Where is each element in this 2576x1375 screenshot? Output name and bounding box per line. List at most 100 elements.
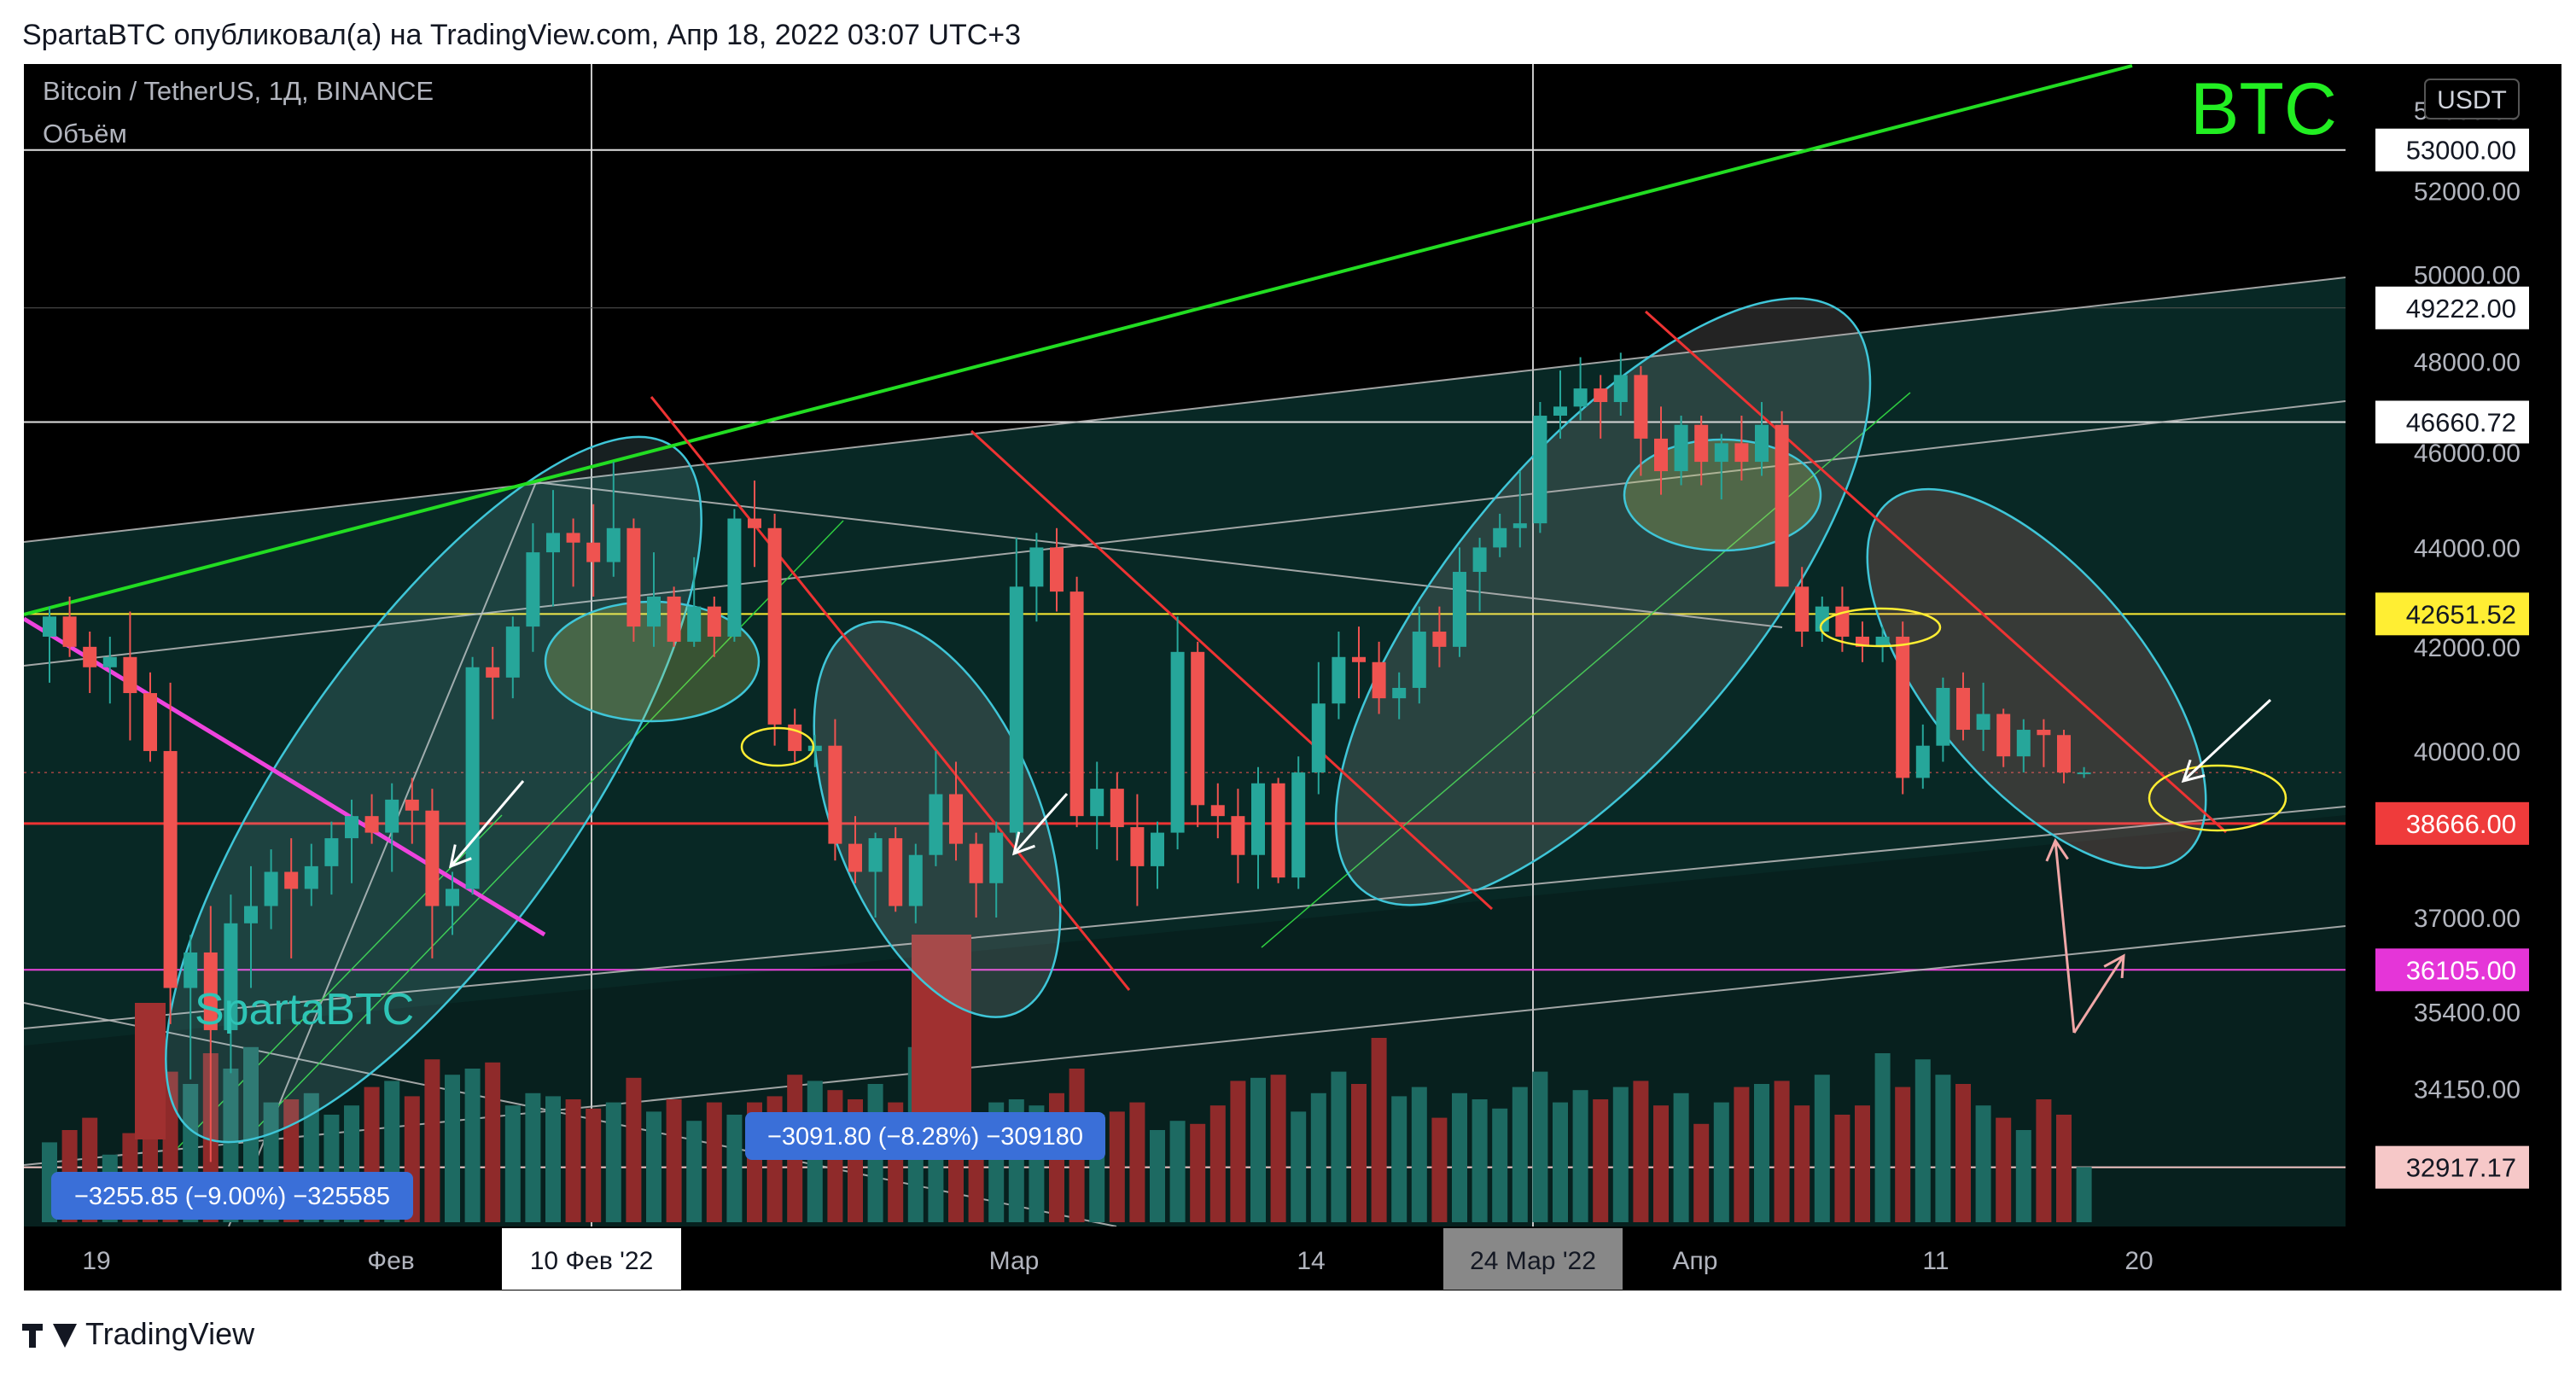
candle-body bbox=[1372, 661, 1386, 699]
tradingview-brand: TradingView bbox=[85, 1316, 255, 1351]
volume-highlight-bar bbox=[135, 1003, 166, 1139]
price-label-box bbox=[2375, 1145, 2529, 1189]
candle-body bbox=[405, 799, 419, 811]
candle-body bbox=[1352, 656, 1366, 662]
price-label-36105.00: 36105.00 bbox=[2406, 955, 2516, 985]
pink-arrow-up-2-head bbox=[2103, 953, 2125, 979]
volume-bar bbox=[1532, 1071, 1548, 1222]
volume-bar bbox=[1190, 1123, 1206, 1222]
channel-inner-fill bbox=[24, 277, 2346, 1046]
candle-body bbox=[1332, 656, 1346, 704]
red-trendline-2 bbox=[970, 429, 1494, 911]
volume-bar bbox=[706, 1102, 722, 1222]
volume-bar bbox=[1431, 1117, 1448, 1222]
white-arrow-2-head bbox=[1011, 831, 1035, 856]
candle-body bbox=[807, 745, 822, 751]
price-tick-label: 44000.00 bbox=[2414, 534, 2521, 562]
volume-bar bbox=[1553, 1102, 1568, 1222]
candle-body bbox=[1815, 606, 1829, 632]
candle-body bbox=[1210, 805, 1225, 817]
volume-bar bbox=[1673, 1092, 1689, 1222]
candle-body bbox=[989, 832, 1004, 883]
volume-bar bbox=[1996, 1117, 2012, 1222]
candle-body bbox=[163, 750, 178, 988]
volume-bar bbox=[1492, 1108, 1508, 1222]
volume-bar bbox=[1874, 1053, 1891, 1222]
red-trendline-1 bbox=[650, 396, 1131, 991]
spartabtc-signature: SpartaBTC bbox=[195, 985, 414, 1034]
white-arrow-3-head bbox=[2181, 759, 2206, 784]
price-label-53000.00: 53000.00 bbox=[2406, 136, 2516, 166]
candle-body bbox=[1594, 388, 1608, 403]
candle-body bbox=[868, 838, 883, 872]
candle-body bbox=[1613, 375, 1628, 403]
candle-body bbox=[1976, 714, 1990, 731]
volume-bar bbox=[1169, 1121, 1186, 1222]
candle-body bbox=[546, 533, 560, 553]
candle-body bbox=[1714, 443, 1728, 463]
chart-panel[interactable]: BTC SpartaBTC Bitcoin / TetherUS, 1Д, BINA… bbox=[24, 64, 2561, 1291]
candle-body bbox=[62, 616, 77, 647]
price-tick-label: 52000.00 bbox=[2414, 178, 2521, 206]
price-label-box bbox=[2375, 128, 2529, 172]
time-tick-label: Фев bbox=[367, 1247, 414, 1275]
candle-body bbox=[848, 843, 862, 872]
yellow-highlight-ellipse-1 bbox=[740, 726, 815, 767]
candle-body bbox=[908, 854, 923, 906]
green-trendline bbox=[24, 64, 2133, 616]
price-tick-label: 34150.00 bbox=[2414, 1076, 2521, 1104]
candle-body bbox=[1956, 687, 1970, 731]
candle-body bbox=[586, 542, 601, 562]
candle-body bbox=[425, 810, 440, 906]
volume-bar bbox=[1734, 1087, 1750, 1222]
volume-bar bbox=[1855, 1105, 1870, 1222]
volume-bar bbox=[1129, 1102, 1145, 1222]
thin-green-line-2 bbox=[1261, 392, 1911, 948]
candle-body bbox=[203, 952, 218, 1030]
candle-body bbox=[1493, 527, 1507, 548]
volume-bar bbox=[545, 1096, 561, 1222]
price-label-box bbox=[2375, 400, 2529, 444]
candle-body bbox=[385, 799, 399, 833]
price-tick-label: 48000.00 bbox=[2414, 349, 2521, 377]
volume-bar bbox=[626, 1077, 642, 1222]
volume-bar bbox=[1572, 1090, 1588, 1222]
volume-bar bbox=[1310, 1092, 1326, 1222]
candle-body bbox=[767, 527, 782, 725]
red-trendline-3 bbox=[1644, 310, 2228, 834]
pink-arrow-up-2 bbox=[2072, 955, 2125, 1034]
candle-body bbox=[465, 667, 480, 889]
candle-body bbox=[264, 871, 278, 906]
volume-bar bbox=[1452, 1092, 1467, 1222]
time-tick-label: 19 bbox=[82, 1247, 110, 1275]
publisher-header: SpartaBTC опубликовал(а) на TradingView.… bbox=[22, 19, 1022, 51]
candle-body bbox=[1875, 636, 1890, 647]
volume-bar bbox=[424, 1059, 440, 1222]
price-label-box bbox=[2375, 592, 2529, 636]
volume-bar bbox=[1109, 1111, 1125, 1222]
candle-body bbox=[284, 871, 299, 889]
candle-body bbox=[627, 527, 641, 627]
candlestick-chart[interactable]: BTC SpartaBTC Bitcoin / TetherUS, 1Д, BINA… bbox=[24, 64, 2561, 1291]
pink-arrow-up-1-head bbox=[2045, 837, 2069, 862]
volume-bar bbox=[1834, 1115, 1850, 1222]
candle-body bbox=[1795, 586, 1810, 632]
volume-bar bbox=[1209, 1105, 1226, 1222]
volume-bar bbox=[1512, 1087, 1528, 1222]
volume-bar bbox=[2076, 1167, 2092, 1222]
candle-body bbox=[1069, 591, 1084, 817]
price-label-box bbox=[2375, 801, 2529, 845]
gray-trendline-6 bbox=[535, 481, 1783, 628]
date-crosshair-box bbox=[1443, 1228, 1623, 1290]
date-crosshair-label: 10 Фев '22 bbox=[530, 1247, 654, 1275]
candle-body bbox=[1271, 783, 1285, 878]
candle-body bbox=[526, 552, 540, 627]
time-tick-label: 20 bbox=[2124, 1247, 2153, 1275]
annotation-ellipse-6 bbox=[1866, 487, 2207, 870]
volume-bar bbox=[1593, 1099, 1609, 1222]
tradingview-footer[interactable]: TradingView bbox=[22, 1313, 254, 1355]
candle-body bbox=[184, 952, 198, 988]
candle-body bbox=[2016, 730, 2031, 757]
yellow-highlight-ellipse-2 bbox=[1819, 607, 1942, 648]
volume-bar bbox=[1754, 1084, 1769, 1222]
